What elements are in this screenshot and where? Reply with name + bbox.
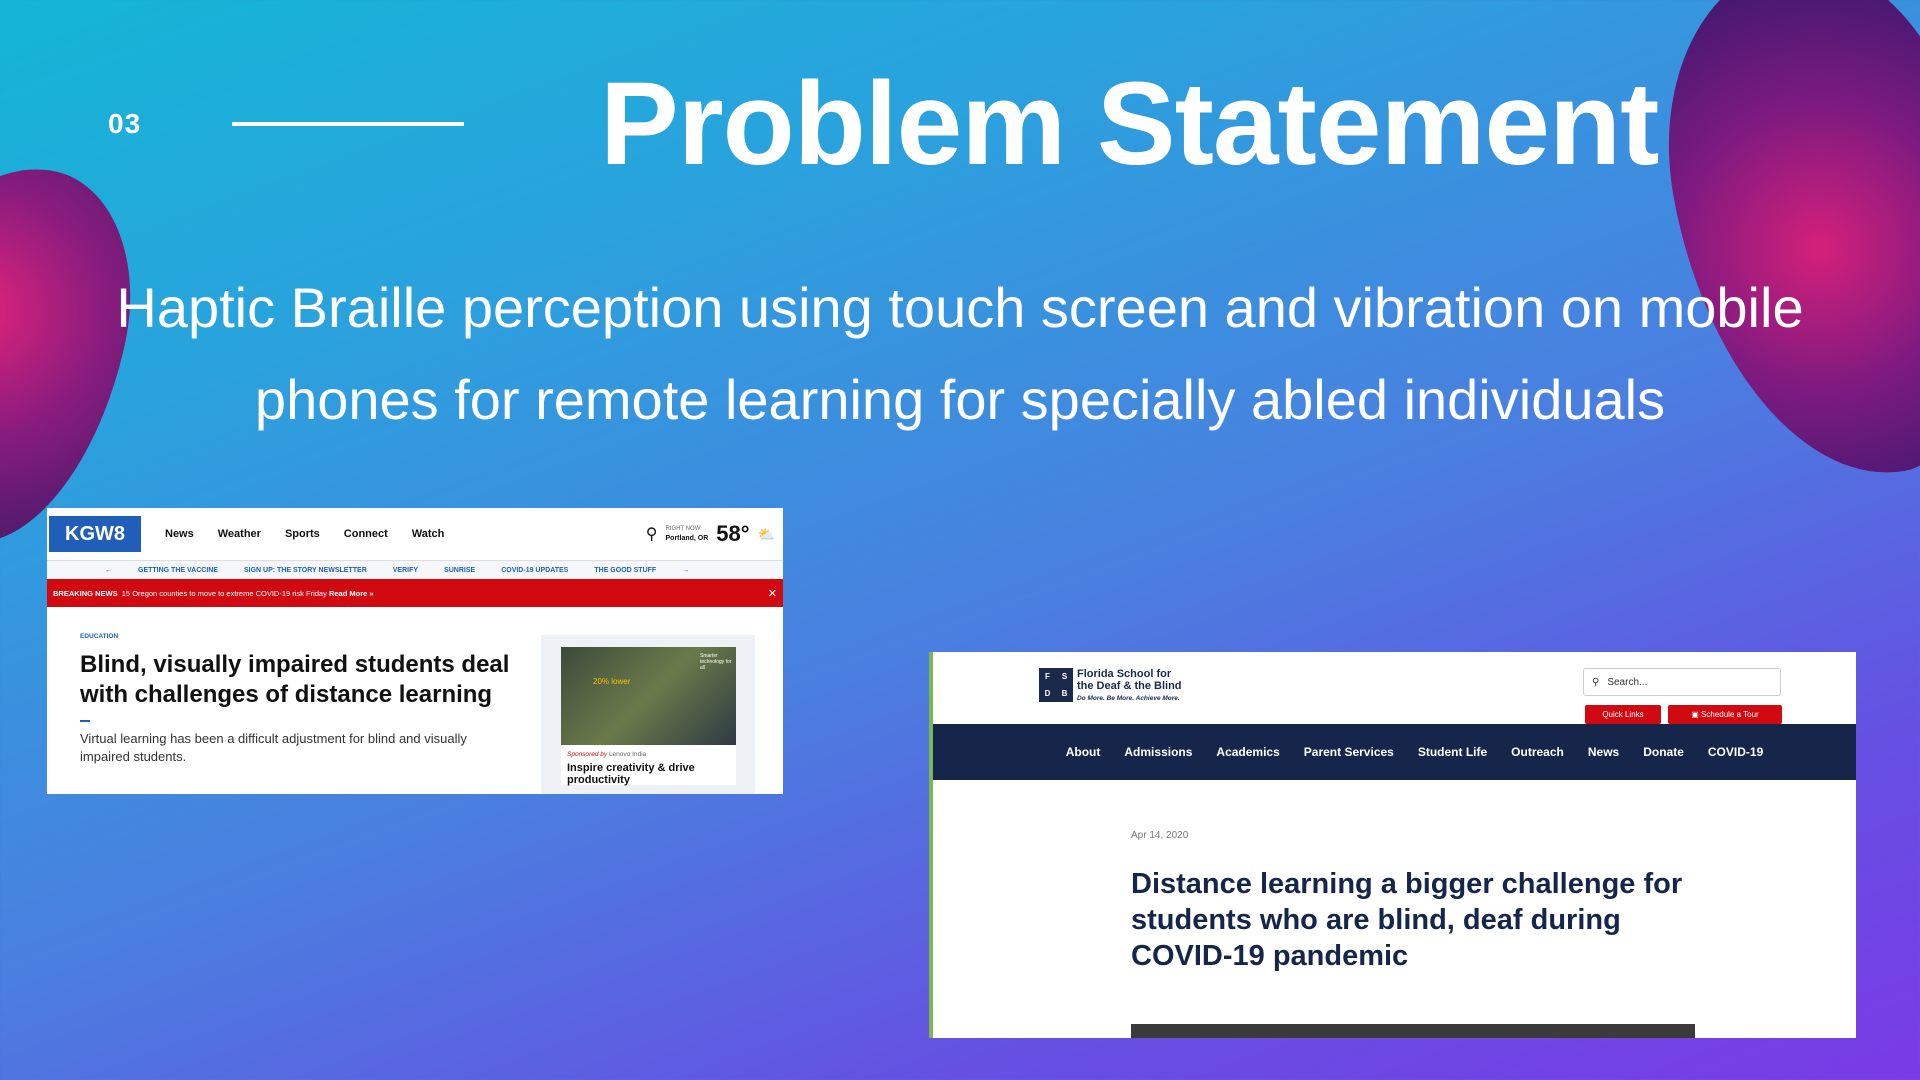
fsdb-logo-text: Florida School for the Deaf & the Blind … xyxy=(1077,668,1182,702)
logo-letter: S xyxy=(1061,672,1068,681)
kgw-menu: News Weather Sports Connect Watch xyxy=(165,528,444,540)
nav-donate[interactable]: Donate xyxy=(1643,745,1684,759)
subnav-item[interactable]: THE GOOD STUFF xyxy=(594,566,657,574)
breaking-news-bar: BREAKING NEWS 15 Oregon counties to move… xyxy=(47,579,783,607)
ad-caption: Sponsored by Lenovo India Inspire creati… xyxy=(561,745,736,786)
search-input[interactable]: ⚲ Search... xyxy=(1583,668,1781,696)
slide-title: Problem Statement xyxy=(600,58,1659,190)
title-divider xyxy=(232,122,464,126)
nav-outreach[interactable]: Outreach xyxy=(1511,745,1564,759)
kgw-article-screenshot: KGW8 News Weather Sports Connect Watch ⚲… xyxy=(47,508,783,794)
article-description: Virtual learning has been a difficult ad… xyxy=(80,731,467,764)
school-name-line2: the Deaf & the Blind xyxy=(1077,680,1182,692)
ad-image-label: 20% lower xyxy=(593,677,631,686)
school-tagline: Do More. Be More. Achieve More. xyxy=(1077,695,1180,702)
quick-links-button[interactable]: Quick Links xyxy=(1585,705,1661,724)
article-date: Apr 14, 2020 xyxy=(1131,830,1189,841)
weather-label: RIGHT NOW xyxy=(665,525,701,532)
ad-sponsor-line: Sponsored by Lenovo India xyxy=(567,751,730,758)
article-headline: Distance learning a bigger challenge for… xyxy=(1131,868,1683,972)
kgw-nav-sports[interactable]: Sports xyxy=(284,528,320,540)
kgw-subnav: ← GETTING THE VACCINE SIGN UP: THE STORY… xyxy=(47,561,783,579)
ad-image-tag: Smarter technology for all xyxy=(700,653,732,671)
partly-cloudy-icon: ⛅ xyxy=(757,525,775,542)
subnav-item[interactable]: GETTING THE VACCINE xyxy=(138,566,218,574)
slide-subtitle: Haptic Braille perception using touch sc… xyxy=(116,276,1804,431)
nav-news[interactable]: News xyxy=(1587,745,1620,759)
subnav-item[interactable]: VERIFY xyxy=(392,566,419,574)
calendar-icon: ▣ xyxy=(1691,710,1702,719)
sponsored-ad[interactable]: 20% lower Smarter technology for all Spo… xyxy=(541,635,755,794)
ad-image[interactable]: 20% lower Smarter technology for all xyxy=(561,647,736,745)
search-placeholder: Search... xyxy=(1607,676,1648,688)
nav-student-life[interactable]: Student Life xyxy=(1417,745,1488,759)
subnav-item[interactable]: COVID-19 UPDATES xyxy=(501,566,569,574)
fsdb-logo-mark: F S D B xyxy=(1039,668,1073,702)
kgw-article-body: EDUCATION Blind, visually impaired stude… xyxy=(47,607,783,794)
slide-number: 03 xyxy=(108,108,142,139)
kgw-nav-bar: KGW8 News Weather Sports Connect Watch ⚲… xyxy=(47,508,783,561)
fsdb-header-buttons: Quick Links ▣ Schedule a Tour xyxy=(1585,705,1782,724)
weather-location: RIGHT NOW Portland, OR xyxy=(666,525,709,544)
ad-sponsor-name: Lenovo India xyxy=(608,751,647,758)
ad-title[interactable]: Inspire creativity & drive productivity xyxy=(567,762,695,786)
nav-about[interactable]: About xyxy=(1065,745,1101,759)
school-name-line1: Florida School for xyxy=(1077,668,1172,680)
nav-academics[interactable]: Academics xyxy=(1216,745,1280,759)
schedule-tour-button[interactable]: ▣ Schedule a Tour xyxy=(1668,705,1782,724)
article-headline: Blind, visually impaired students deal w… xyxy=(80,651,510,708)
weather-city: Portland, OR xyxy=(665,534,709,542)
subnav-item[interactable]: SUNRISE xyxy=(444,566,476,574)
weather-temp: 58° xyxy=(716,521,750,546)
kgw-nav-connect[interactable]: Connect xyxy=(343,528,388,540)
fsdb-article-screenshot: F S D B Florida School for the Deaf & th… xyxy=(929,652,1856,1038)
subnav-item[interactable]: SIGN UP: THE STORY NEWSLETTER xyxy=(243,566,367,574)
kgw-nav-watch[interactable]: Watch xyxy=(411,528,445,540)
subnav-prev-icon[interactable]: ← xyxy=(105,566,112,574)
search-icon[interactable]: ⚲ xyxy=(645,526,658,543)
search-icon: ⚲ xyxy=(1592,676,1600,688)
breaking-read-more[interactable]: Read More » xyxy=(328,588,374,598)
headline-divider xyxy=(80,720,90,722)
fsdb-main-nav: About Admissions Academics Parent Servic… xyxy=(933,724,1856,780)
logo-letter: D xyxy=(1044,689,1051,698)
close-icon[interactable]: ✕ xyxy=(767,587,777,600)
breaking-text: 15 Oregon counties to move to extreme CO… xyxy=(121,588,327,598)
schedule-tour-label: Schedule a Tour xyxy=(1701,710,1759,719)
kgw-nav-weather[interactable]: Weather xyxy=(217,528,261,540)
article-category[interactable]: EDUCATION xyxy=(80,633,119,640)
kgw-nav-news[interactable]: News xyxy=(165,528,194,540)
article-video[interactable] xyxy=(1131,1024,1695,1038)
logo-letter: B xyxy=(1061,689,1068,698)
nav-parent-services[interactable]: Parent Services xyxy=(1303,745,1394,759)
nav-admissions[interactable]: Admissions xyxy=(1124,745,1193,759)
breaking-label: BREAKING NEWS xyxy=(53,588,118,598)
logo-letter: F xyxy=(1045,672,1050,681)
ad-sponsored-label: Sponsored by xyxy=(567,751,608,758)
fsdb-logo[interactable]: F S D B Florida School for the Deaf & th… xyxy=(1039,668,1182,702)
subnav-next-icon[interactable]: → xyxy=(682,566,690,574)
fsdb-header: F S D B Florida School for the Deaf & th… xyxy=(933,652,1856,724)
kgw-logo[interactable]: KGW8 xyxy=(49,516,141,552)
nav-covid-19[interactable]: COVID-19 xyxy=(1707,745,1764,759)
kgw-weather-widget: ⚲ RIGHT NOW Portland, OR 58° ⛅ xyxy=(646,521,775,547)
